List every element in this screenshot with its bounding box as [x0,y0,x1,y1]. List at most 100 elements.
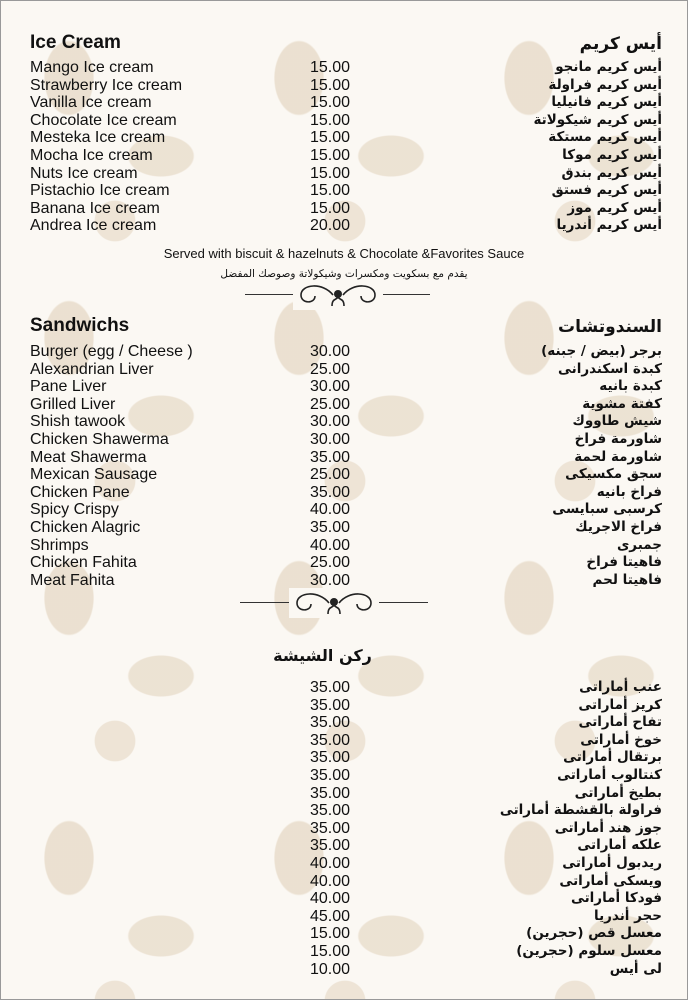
item-name-ar: معسل قص (حجرين) [526,925,662,942]
menu-item: Nuts Ice cream 15.00 أيس كريم بندق [0,165,688,183]
item-name-ar: أيس كريم مستكة [548,129,662,146]
menu-item: Strawberry Ice cream 15.00 أيس كريم فراولة [0,77,688,95]
item-price: 15.00 [310,943,351,960]
menu-item: 10.00 لى أيس [0,961,688,979]
item-name-ar: تفاح أماراتى [578,714,662,731]
menu-item: Banana Ice cream 15.00 أيس كريم موز [0,200,688,218]
item-price: 15.00 [310,147,351,164]
item-name-ar: جوز هند أماراتى [554,819,662,836]
item-price: 15.00 [310,199,351,217]
item-price: 40.00 [310,890,351,908]
menu-item: Mango Ice cream 15.00 أيس كريم مانجو [0,59,688,77]
item-name-ar: حجر أندريا [594,907,662,924]
item-name: Spicy Crispy [30,501,119,519]
item-name: Mocha Ice cream [30,147,153,164]
item-name-ar: أيس كريم موز [567,199,662,216]
menu-item: 35.00 تفاح أماراتى [0,714,688,732]
item-price: 40.00 [310,501,351,519]
menu-item: 35.00 كنتالوب أماراتى [0,767,688,785]
item-name: Shrimps [30,536,89,554]
item-name-ar: بطيخ أماراتى [574,784,662,801]
menu-item: Andrea Ice cream 20.00 أيس كريم أندريا [0,217,688,235]
item-name: Meat Fahita [30,571,115,589]
item-name-ar: شيش طاووك [572,413,662,430]
ice-cream-note-ar: يقدم مع بسكويت ومكسرات وشيكولاتة وصوصك ا… [220,268,468,280]
menu-item: Alexandrian Liver 25.00 كبدة اسكندرانى [0,361,688,379]
item-name-ar: شاورمة لحمة [574,448,662,465]
menu-item: 35.00 كريز أماراتى [0,697,688,715]
menu-item: Meat Shawerma 35.00 شاورمة لحمة [0,449,688,467]
item-name: Mesteka Ice cream [30,129,166,147]
item-name-ar: أيس كريم فراولة [548,76,662,93]
item-price: 30.00 [310,343,351,360]
item-name: Mexican Sausage [30,466,158,484]
item-price: 40.00 [310,872,351,890]
item-name-ar: أيس كريم فستق [551,182,662,199]
item-name-ar: أيس كريم بندق [561,164,662,181]
item-name-ar: أيس كريم شيكولاتة [533,111,663,128]
item-name: Pistachio Ice cream [30,182,170,200]
item-price: 35.00 [310,679,351,696]
item-name-ar: فراولة بالقشطة أماراتى [499,802,662,819]
menu-item: 35.00 بطيخ أماراتى [0,785,688,803]
item-name: Alexandrian Liver [30,360,154,378]
menu-item: Mesteka Ice cream 15.00 أيس كريم مستكة [0,129,688,147]
menu-item: Pane Liver 30.00 كبدة بانيه [0,378,688,396]
item-name-ar: معسل سلوم (حجرين) [516,943,662,959]
item-name-ar: فودكا أماراتى [570,890,662,907]
ice-cream-note: Served with biscuit & hazelnuts & Chocol… [163,246,525,261]
item-name: Pane Liver [30,378,107,396]
item-price: 20.00 [310,217,351,235]
item-price: 35.00 [310,714,351,732]
menu-item: 35.00 خوخ أماراتى [0,732,688,750]
item-price: 35.00 [310,483,351,501]
item-price: 15.00 [310,111,351,129]
item-name-ar: علكه أماراتى [577,837,662,854]
item-name: Banana Ice cream [30,199,160,217]
item-price: 15.00 [310,182,351,200]
item-name: Chocolate Ice cream [30,111,177,129]
menu-item: Chicken Fahita 25.00 فاهيتا فراخ [0,554,688,572]
menu-item: 15.00 معسل قص (حجرين) [0,925,688,943]
menu-item: Burger (egg / Cheese ) 30.00 برجر (بيض / ج… [0,343,688,361]
item-price: 30.00 [310,413,351,431]
item-price: 45.00 [310,907,351,925]
item-name-ar: ريدبول أماراتى [562,855,662,871]
menu-item: 40.00 ويسكى أماراتى [0,873,688,891]
item-price: 15.00 [310,59,351,76]
menu-item: 35.00 برتقال أماراتى [0,749,688,767]
item-name-ar: برجر (بيض / جبنه) [541,343,662,359]
item-name-ar: جمبرى [616,536,662,553]
menu-item: Chicken Shawerma 30.00 شاورمة فراخ [0,431,688,449]
item-price: 35.00 [310,819,351,837]
item-name-ar: سجق مكسيكى [565,466,662,483]
item-price: 25.00 [310,466,351,484]
item-name-ar: كفتة مشوية [582,395,662,412]
item-price: 25.00 [310,360,351,378]
item-price: 10.00 [310,960,351,978]
item-name-ar: برتقال أماراتى [563,749,662,766]
item-name: Burger (egg / Cheese ) [30,343,193,360]
item-name-ar: كبدة بانيه [599,378,662,395]
item-price: 35.00 [310,837,351,855]
item-price: 15.00 [310,164,351,182]
flourish-icon [289,588,379,618]
item-price: 35.00 [310,767,351,784]
menu-item: Mocha Ice cream 15.00 أيس كريم موكا [0,147,688,165]
item-price: 25.00 [310,554,351,572]
menu-item: 35.00 جوز هند أماراتى [0,820,688,838]
menu-item: Shish tawook 30.00 شيش طاووك [0,413,688,431]
item-name-ar: أيس كريم مانجو [555,59,662,75]
menu-item: Chicken Alagric 35.00 فراخ الاجريك [0,519,688,537]
item-name-ar: ويسكى أماراتى [559,872,662,889]
item-name-ar: فراخ بانيه [596,483,662,500]
sandwiches-title-ar: السندوتشات [558,317,662,337]
item-name: Grilled Liver [30,395,116,413]
item-price: 35.00 [310,731,351,749]
item-price: 35.00 [310,749,351,767]
item-price: 40.00 [310,855,351,872]
menu-item: Chicken Pane 35.00 فراخ بانيه [0,484,688,502]
menu-item: Chocolate Ice cream 15.00 أيس كريم شيكولات… [0,112,688,130]
item-name-ar: كبدة اسكندرانى [557,360,662,377]
